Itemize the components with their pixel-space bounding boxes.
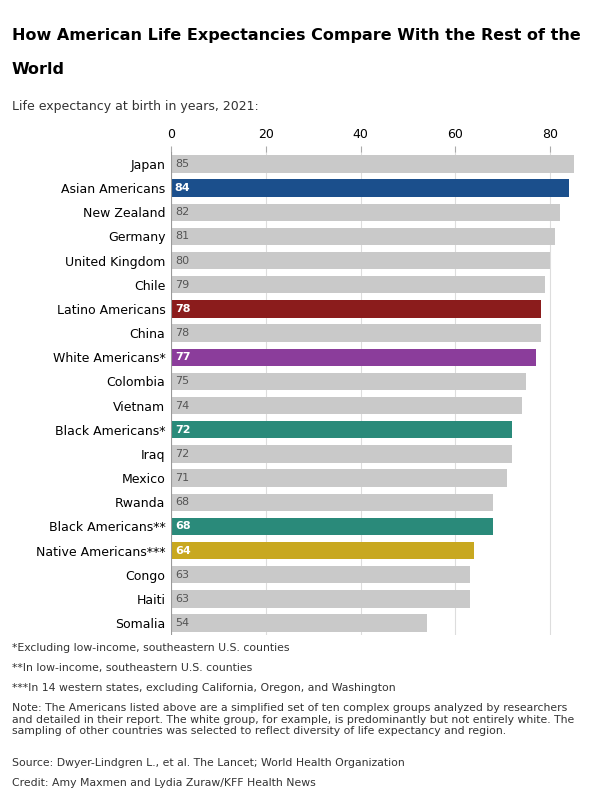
Bar bbox=[171, 324, 541, 342]
Text: 71: 71 bbox=[175, 473, 189, 483]
Bar bbox=[171, 518, 493, 535]
Text: 82: 82 bbox=[175, 207, 189, 217]
Bar bbox=[171, 590, 470, 608]
Bar bbox=[171, 252, 550, 269]
Bar bbox=[171, 228, 555, 245]
Text: 64: 64 bbox=[175, 546, 191, 555]
Text: 68: 68 bbox=[175, 497, 189, 507]
Text: 72: 72 bbox=[175, 425, 190, 435]
Text: 77: 77 bbox=[175, 352, 190, 362]
Text: ***In 14 western states, excluding California, Oregon, and Washington: ***In 14 western states, excluding Calif… bbox=[12, 683, 395, 694]
Bar bbox=[171, 276, 545, 293]
Text: 84: 84 bbox=[175, 183, 190, 193]
Bar bbox=[171, 469, 508, 487]
Text: 80: 80 bbox=[175, 256, 189, 265]
Text: 85: 85 bbox=[175, 159, 189, 169]
Bar bbox=[171, 348, 536, 366]
Text: 78: 78 bbox=[175, 304, 190, 314]
Text: 68: 68 bbox=[175, 522, 190, 531]
Text: *Excluding low-income, southeastern U.S. counties: *Excluding low-income, southeastern U.S.… bbox=[12, 643, 290, 654]
Bar bbox=[171, 445, 512, 463]
Text: How American Life Expectancies Compare With the Rest of the: How American Life Expectancies Compare W… bbox=[12, 28, 581, 43]
Bar bbox=[171, 204, 560, 221]
Bar bbox=[171, 421, 512, 439]
Text: World: World bbox=[12, 62, 65, 77]
Text: 63: 63 bbox=[175, 594, 189, 604]
Bar bbox=[171, 566, 470, 583]
Text: 75: 75 bbox=[175, 376, 189, 387]
Bar bbox=[171, 397, 521, 415]
Text: 81: 81 bbox=[175, 232, 189, 241]
Text: Life expectancy at birth in years, 2021:: Life expectancy at birth in years, 2021: bbox=[12, 100, 259, 113]
Bar bbox=[171, 542, 474, 559]
Bar bbox=[171, 155, 574, 173]
Text: 78: 78 bbox=[175, 328, 189, 338]
Text: Note: The Americans listed above are a simplified set of ten complex groups anal: Note: The Americans listed above are a s… bbox=[12, 703, 574, 737]
Bar bbox=[171, 614, 427, 632]
Text: Source: Dwyer-Lindgren L., et al. The Lancet; World Health Organization: Source: Dwyer-Lindgren L., et al. The La… bbox=[12, 758, 405, 769]
Bar bbox=[171, 300, 541, 318]
Text: 74: 74 bbox=[175, 400, 189, 411]
Bar bbox=[171, 494, 493, 511]
Bar bbox=[171, 372, 526, 390]
Text: 72: 72 bbox=[175, 449, 189, 459]
Text: Credit: Amy Maxmen and Lydia Zuraw/KFF Health News: Credit: Amy Maxmen and Lydia Zuraw/KFF H… bbox=[12, 778, 316, 789]
Text: **In low-income, southeastern U.S. counties: **In low-income, southeastern U.S. count… bbox=[12, 663, 252, 674]
Bar bbox=[171, 179, 569, 197]
Text: 54: 54 bbox=[175, 618, 189, 628]
Text: 63: 63 bbox=[175, 570, 189, 580]
Text: 79: 79 bbox=[175, 280, 189, 290]
